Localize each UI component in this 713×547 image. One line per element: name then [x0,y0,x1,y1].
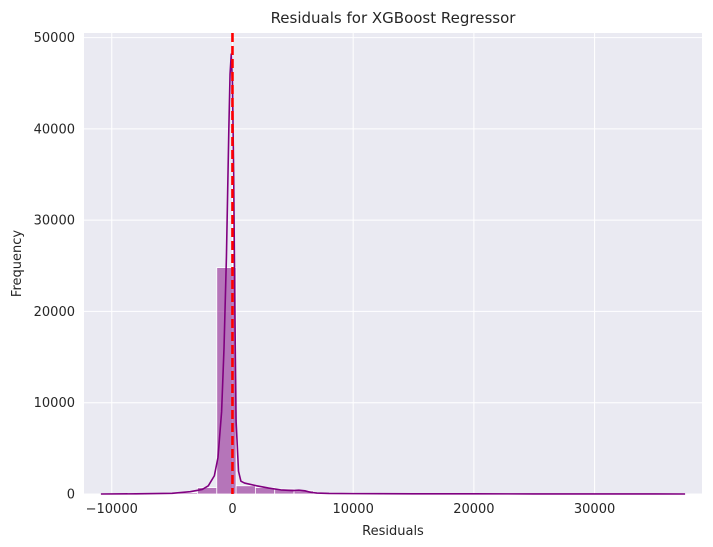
x-tick-label-2: 10000 [332,502,373,517]
histogram-bar-7 [236,486,255,494]
y-axis-title: Frequency [10,230,25,297]
y-tick-label-1: 10000 [34,396,75,411]
y-tick-label-4: 40000 [34,122,75,137]
plot-area [84,33,702,494]
y-tick-label-0: 0 [67,488,75,503]
histogram-bar-5 [197,488,216,494]
y-tick-label-3: 30000 [34,214,75,229]
chart-title: Residuals for XGBoost Regressor [271,9,517,27]
x-tick-label-1: 0 [228,502,236,517]
y-tick-label-5: 50000 [34,31,75,46]
x-tick-label-4: 30000 [574,502,615,517]
x-axis-title: Residuals [362,524,424,539]
y-tick-label-2: 20000 [34,305,75,320]
x-tick-label-3: 20000 [453,502,494,517]
x-tick-label-0: −10000 [86,502,138,517]
